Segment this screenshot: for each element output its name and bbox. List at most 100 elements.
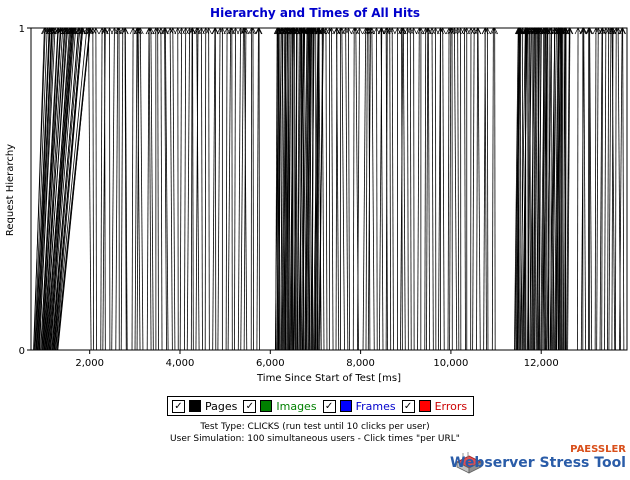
hit-line [552, 27, 555, 351]
hit-line [594, 27, 597, 351]
errors-checkbox[interactable]: ✓ [401, 399, 415, 413]
hit-marker [386, 27, 394, 35]
hit-marker [212, 27, 219, 35]
hit-line [464, 27, 466, 351]
hit-marker [543, 27, 551, 35]
hit-line [550, 27, 552, 351]
hit-line [371, 27, 375, 351]
images-label: Images [276, 399, 317, 413]
hit-line [532, 27, 536, 351]
hit-marker [565, 27, 573, 35]
hit-line [41, 27, 59, 351]
hit-marker [579, 27, 587, 35]
hit-line [300, 27, 302, 351]
hit-marker [188, 27, 196, 35]
hit-line [583, 27, 587, 351]
hit-line [54, 27, 84, 351]
hit-marker [219, 27, 226, 35]
hit-marker [439, 27, 447, 35]
images-checkbox[interactable]: ✓ [243, 399, 257, 413]
hit-marker [297, 27, 305, 35]
hit-line [100, 27, 103, 351]
hit-marker [241, 27, 248, 35]
legend-item-frames[interactable]: ✓ Frames [322, 399, 396, 413]
hit-marker [161, 27, 168, 35]
hit-line [615, 27, 617, 351]
hit-line [519, 27, 522, 351]
hit-marker [86, 27, 94, 35]
hit-line [589, 27, 593, 351]
hit-line [484, 27, 487, 351]
hit-line [552, 27, 557, 351]
hit-line [179, 27, 182, 351]
hit-line [104, 27, 106, 351]
hit-line [234, 27, 236, 351]
product-name: Webserver Stress Tool [449, 455, 626, 471]
hit-marker [309, 27, 317, 35]
x-tick-label: 4,000 [166, 358, 195, 369]
hit-line [287, 27, 290, 351]
hit-line [385, 27, 388, 351]
legend-item-errors[interactable]: ✓ Errors [401, 399, 467, 413]
hit-line [336, 27, 340, 351]
hit-marker [134, 27, 141, 35]
hit-line [567, 27, 571, 351]
hit-line [148, 27, 152, 351]
hit-line [431, 27, 434, 351]
hit-line [426, 27, 429, 351]
hit-line [295, 27, 298, 351]
hit-marker [57, 27, 65, 35]
legend-item-pages[interactable]: ✓ Pages [172, 399, 237, 413]
hit-line [164, 27, 169, 351]
hit-line [544, 27, 546, 351]
pages-swatch [189, 400, 201, 412]
hit-marker [162, 27, 169, 35]
server-logo-icon [456, 452, 482, 474]
hit-line [136, 27, 140, 351]
hit-marker [227, 27, 234, 35]
hit-line [146, 27, 150, 351]
frames-checkbox[interactable]: ✓ [322, 399, 336, 413]
hit-marker [388, 27, 396, 35]
hit-line [88, 27, 92, 351]
hit-marker [111, 27, 118, 35]
hit-line [476, 27, 479, 351]
hit-line [608, 27, 612, 351]
hit-line [566, 27, 570, 351]
hit-line [40, 27, 59, 351]
legend-item-images[interactable]: ✓ Images [243, 399, 317, 413]
hit-line [513, 27, 519, 351]
hit-line [457, 27, 460, 351]
hit-line [449, 27, 452, 351]
hit-marker [602, 27, 610, 35]
hit-line [54, 27, 83, 351]
user-simulation-text: User Simulation: 100 simultaneous users … [170, 434, 460, 444]
hit-line [307, 27, 310, 351]
hit-line [447, 27, 450, 351]
hit-marker [410, 27, 417, 35]
hit-line [124, 27, 127, 351]
hit-marker [147, 27, 155, 35]
hit-marker [255, 27, 262, 35]
hit-line [355, 27, 359, 351]
hit-line [192, 27, 194, 351]
hit-line [607, 27, 610, 351]
hit-marker [274, 27, 282, 35]
hit-marker [474, 27, 482, 35]
hit-marker [320, 27, 327, 35]
x-tick-label: 8,000 [346, 358, 375, 369]
hit-line [157, 27, 159, 351]
pages-checkbox[interactable]: ✓ [172, 399, 185, 413]
hit-line [186, 27, 190, 351]
hit-line [295, 27, 297, 351]
hit-marker [566, 27, 574, 35]
hit-marker [417, 27, 425, 35]
hit-line [611, 27, 616, 351]
hit-marker [337, 27, 344, 35]
hit-line [368, 27, 371, 351]
hit-marker [101, 27, 108, 35]
hit-line [137, 27, 141, 351]
hit-line [401, 27, 403, 351]
hit-marker [580, 27, 588, 35]
hit-line [345, 27, 349, 351]
